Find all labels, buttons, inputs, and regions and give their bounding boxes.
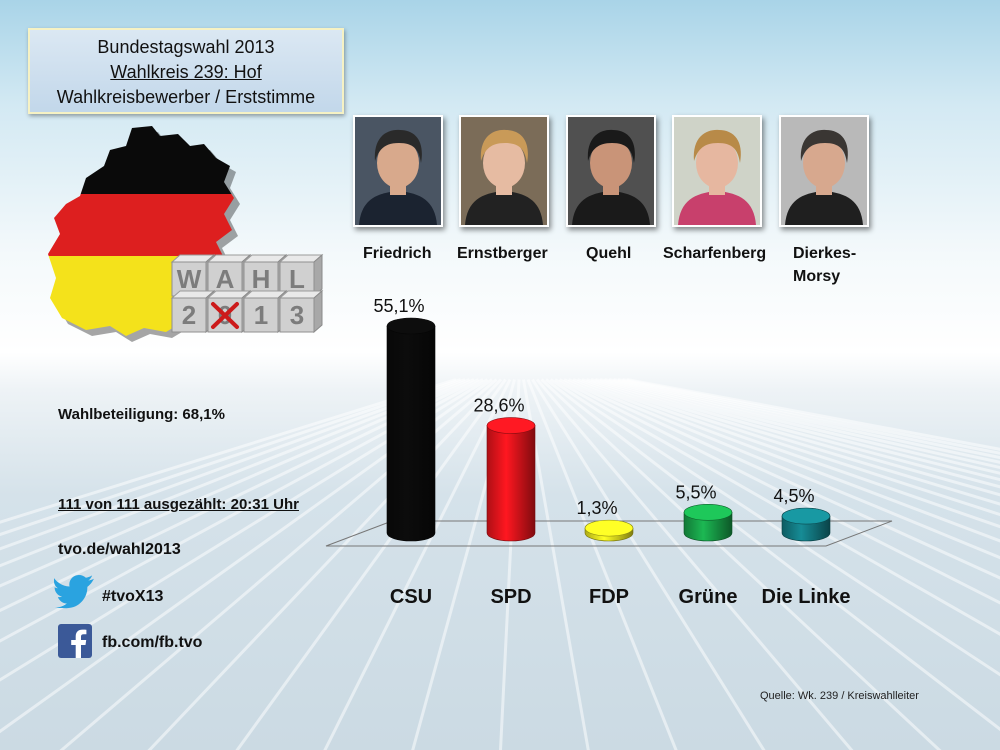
bar: [386, 317, 436, 542]
header-line-3: Wahlkreisbewerber / Erststimme: [56, 87, 316, 107]
logo-cube: 3: [278, 289, 324, 334]
chart-floor-plane: [325, 520, 893, 547]
bar: [486, 417, 536, 542]
candidate-photo: [566, 115, 656, 227]
candidate-name-friedrich: Friedrich: [363, 245, 432, 262]
bar-top: [683, 504, 733, 521]
counted-text: 111 von 111 ausgezählt: 20:31 Uhr: [58, 496, 299, 513]
candidate-name-scharfenberg: Scharfenberg: [663, 245, 767, 262]
bar-top: [486, 417, 536, 434]
bar: [683, 504, 733, 542]
twitter-bird-icon: [54, 574, 95, 609]
twitter-handle[interactable]: #tvoX13: [102, 588, 164, 605]
logo-cube: 0: [206, 289, 252, 334]
bar-value-label: 5,5%: [675, 482, 716, 502]
candidate-name-line-1: Dierkes-: [793, 245, 857, 262]
bar-top: [781, 507, 831, 525]
logo-letter: H: [252, 264, 271, 294]
person-silhouette-icon: [465, 129, 543, 225]
candidate-photo: [459, 115, 549, 227]
logo-letter: L: [289, 264, 305, 294]
bar-value-label: 4,5%: [773, 486, 814, 506]
candidate-photo: [779, 115, 869, 227]
facebook-link[interactable]: fb.com/fb.tvo: [102, 634, 203, 651]
logo-letter: 2: [182, 300, 196, 330]
logo-letter: W: [177, 264, 202, 294]
source-note: Quelle: Wk. 239 / Kreiswahlleiter: [760, 690, 919, 702]
logo-cross-mark: [211, 302, 239, 329]
website-link[interactable]: tvo.de/wahl2013: [58, 541, 181, 558]
bar-value-label: 28,6%: [473, 396, 524, 416]
category-label: FDP: [589, 586, 629, 608]
facebook-icon: [58, 624, 92, 658]
header-line-1: Bundestagswahl 2013: [97, 37, 275, 57]
candidate-name-quehl: Quehl: [586, 245, 632, 262]
bar-value-label: 55,1%: [373, 296, 424, 316]
category-label: CSU: [390, 586, 432, 608]
bar: [584, 519, 634, 542]
logo-cube: L: [278, 253, 324, 298]
logo-letter: A: [216, 264, 235, 294]
candidate-photo: [353, 115, 443, 227]
turnout-text: Wahlbeteiligung: 68,1%: [58, 406, 225, 423]
category-label: Grüne: [679, 586, 738, 608]
category-label: Die Linke: [762, 586, 851, 608]
bar-top: [584, 519, 634, 537]
bar-top: [386, 317, 436, 335]
bar-value-label: 1,3%: [576, 498, 617, 518]
bar: [781, 507, 831, 542]
candidate-photo: [672, 115, 762, 227]
title-box: Bundestagswahl 2013 Wahlkreis 239: Hof W…: [28, 28, 344, 114]
logo-letter: 1: [254, 300, 268, 330]
category-label: SPD: [490, 586, 531, 608]
person-silhouette-icon: [785, 129, 863, 225]
candidate-name-dierkes-morsy: Dierkes- Morsy: [793, 242, 856, 288]
candidate-name-ernstberger: Ernstberger: [457, 245, 548, 262]
person-silhouette-icon: [572, 129, 650, 225]
header-line-2: Wahlkreis 239: Hof: [110, 62, 262, 82]
person-silhouette-icon: [359, 129, 437, 225]
candidate-name-line-2: Morsy: [793, 268, 841, 285]
person-silhouette-icon: [678, 129, 756, 225]
logo-letter: 3: [290, 300, 304, 330]
